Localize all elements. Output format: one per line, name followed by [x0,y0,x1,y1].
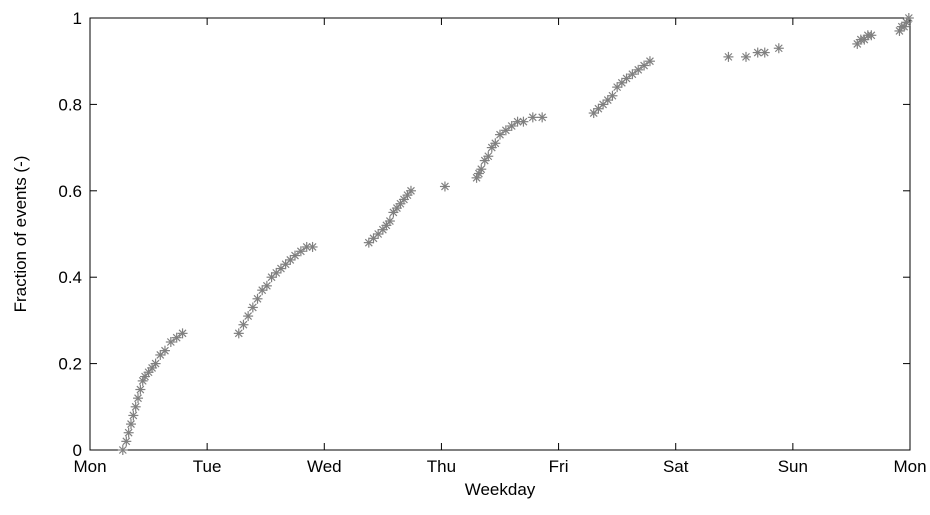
data-point [483,151,494,162]
data-point [123,427,134,438]
x-tick-label: Mon [893,457,926,476]
data-point [307,241,318,252]
data-point [866,30,877,41]
data-point [384,216,395,227]
data-point [476,164,487,175]
data-point [405,185,416,196]
data-point [518,116,529,127]
data-point [759,47,770,58]
x-tick-label: Sun [778,457,808,476]
data-point [290,250,300,261]
data-point [621,73,632,84]
y-axis-label: Fraction of events (-) [11,156,30,313]
data-point [247,302,258,313]
data-point [117,445,128,455]
data-point [627,69,638,80]
x-tick-label: Fri [549,457,569,476]
data-point [128,410,139,421]
data-point [155,349,166,360]
data-point [165,337,176,347]
data-point [633,64,644,75]
data-point [233,328,244,339]
x-axis-label: Weekday [465,480,536,499]
axis-ticks [89,17,911,451]
data-point [121,436,132,447]
data-point [639,60,650,71]
data-point [150,358,161,369]
y-tick-label: 1 [73,9,82,28]
data-point [243,311,254,322]
data-point [527,112,538,123]
data-point [439,181,450,192]
data-point [280,259,291,270]
data-point [252,293,263,304]
data-point [495,129,505,140]
data-point [490,138,501,149]
data-point [644,56,655,67]
x-tick-label: Thu [427,457,456,476]
plot-area-border [89,17,911,451]
data-point [238,319,249,330]
x-tick-label: Tue [193,457,222,476]
data-point [133,393,144,404]
x-tick-label: Mon [73,457,106,476]
data-point [741,51,751,62]
data-point [130,401,141,412]
data-point [723,51,734,62]
y-tick-label: 0.2 [58,355,82,374]
data-point [607,90,618,101]
y-tick-label: 0.6 [58,182,82,201]
data-point [261,280,272,291]
axes-frame [89,17,911,451]
data-point [275,263,286,274]
data-point [500,125,511,136]
data-point [512,116,523,127]
data-point [143,367,154,378]
x-tick-label: Sat [663,457,689,476]
data-point [903,13,914,23]
data-point [177,328,188,339]
y-tick-label: 0.4 [58,268,82,287]
data-point [598,99,609,110]
data-point [266,272,277,283]
data-point [126,419,136,430]
data-points [117,13,914,455]
data-point [135,384,146,395]
data-point [295,246,306,257]
data-point [773,43,784,54]
data-point [473,168,484,179]
y-tick-label: 0.8 [58,95,82,114]
x-tick-label: Wed [307,457,342,476]
data-point [171,332,182,343]
data-point [159,345,170,356]
y-tick-label: 0 [73,441,82,460]
data-point [506,121,517,131]
data-point [537,112,548,123]
